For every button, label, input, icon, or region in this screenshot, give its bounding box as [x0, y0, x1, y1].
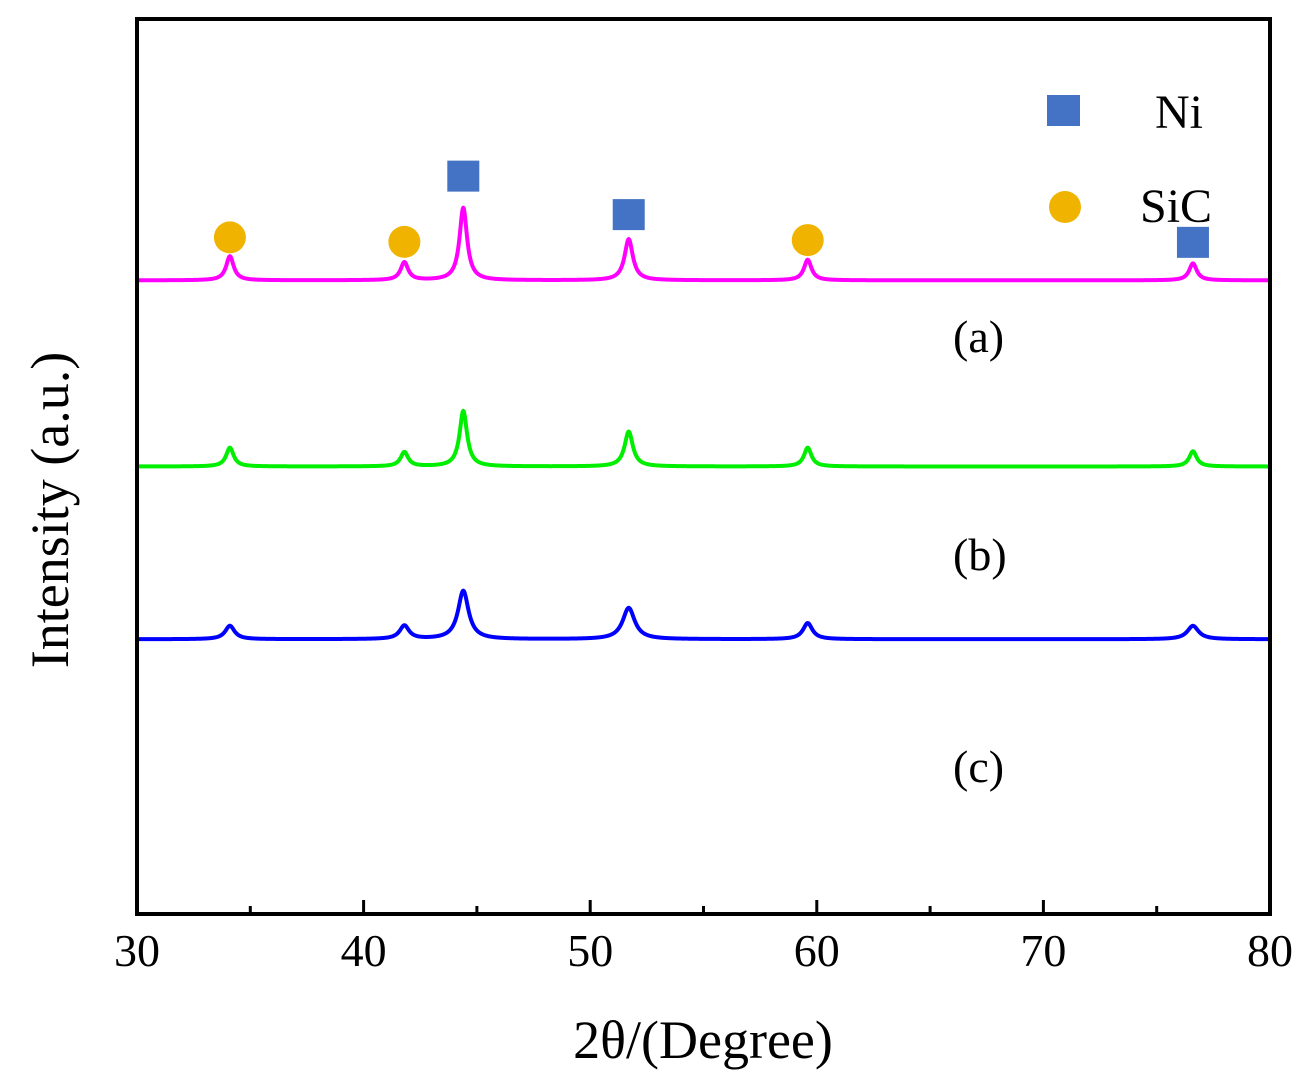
x-tick-label: 40 — [341, 925, 387, 976]
sic-peak-marker — [213, 221, 246, 254]
x-tick-label: 70 — [1020, 925, 1066, 976]
legend-ni-label: Ni — [1155, 86, 1203, 139]
series-line-b — [135, 408, 1272, 469]
series-group — [135, 205, 1272, 642]
series-line-a — [135, 205, 1272, 283]
x-tick-label: 50 — [567, 925, 613, 976]
x-axis-title: 2θ/(Degree) — [573, 1010, 833, 1070]
x-tick-label: 60 — [794, 925, 840, 976]
sic-peak-marker — [388, 225, 421, 258]
sic-peak-marker — [791, 224, 824, 257]
series-label-b: (b) — [953, 529, 1007, 580]
x-tick-labels: 30 40 50 60 70 80 — [114, 925, 1293, 976]
legend-sic-marker — [1049, 191, 1081, 223]
x-tick-label: 80 — [1247, 925, 1293, 976]
legend-sic-label: SiC — [1140, 180, 1212, 233]
plot-frame — [135, 17, 1272, 916]
x-tick-label: 30 — [114, 925, 160, 976]
y-axis-title: Intensity (a.u.) — [20, 352, 80, 668]
peak-markers — [213, 160, 1209, 258]
ni-peak-marker — [1176, 226, 1209, 258]
ni-peak-marker — [447, 160, 480, 192]
ni-peak-marker — [612, 199, 645, 231]
legend: Ni SiC — [1047, 86, 1212, 233]
series-line-c — [135, 588, 1272, 642]
series-label-c: (c) — [953, 741, 1004, 792]
series-label-a: (a) — [953, 311, 1004, 362]
legend-ni-marker — [1047, 95, 1080, 126]
